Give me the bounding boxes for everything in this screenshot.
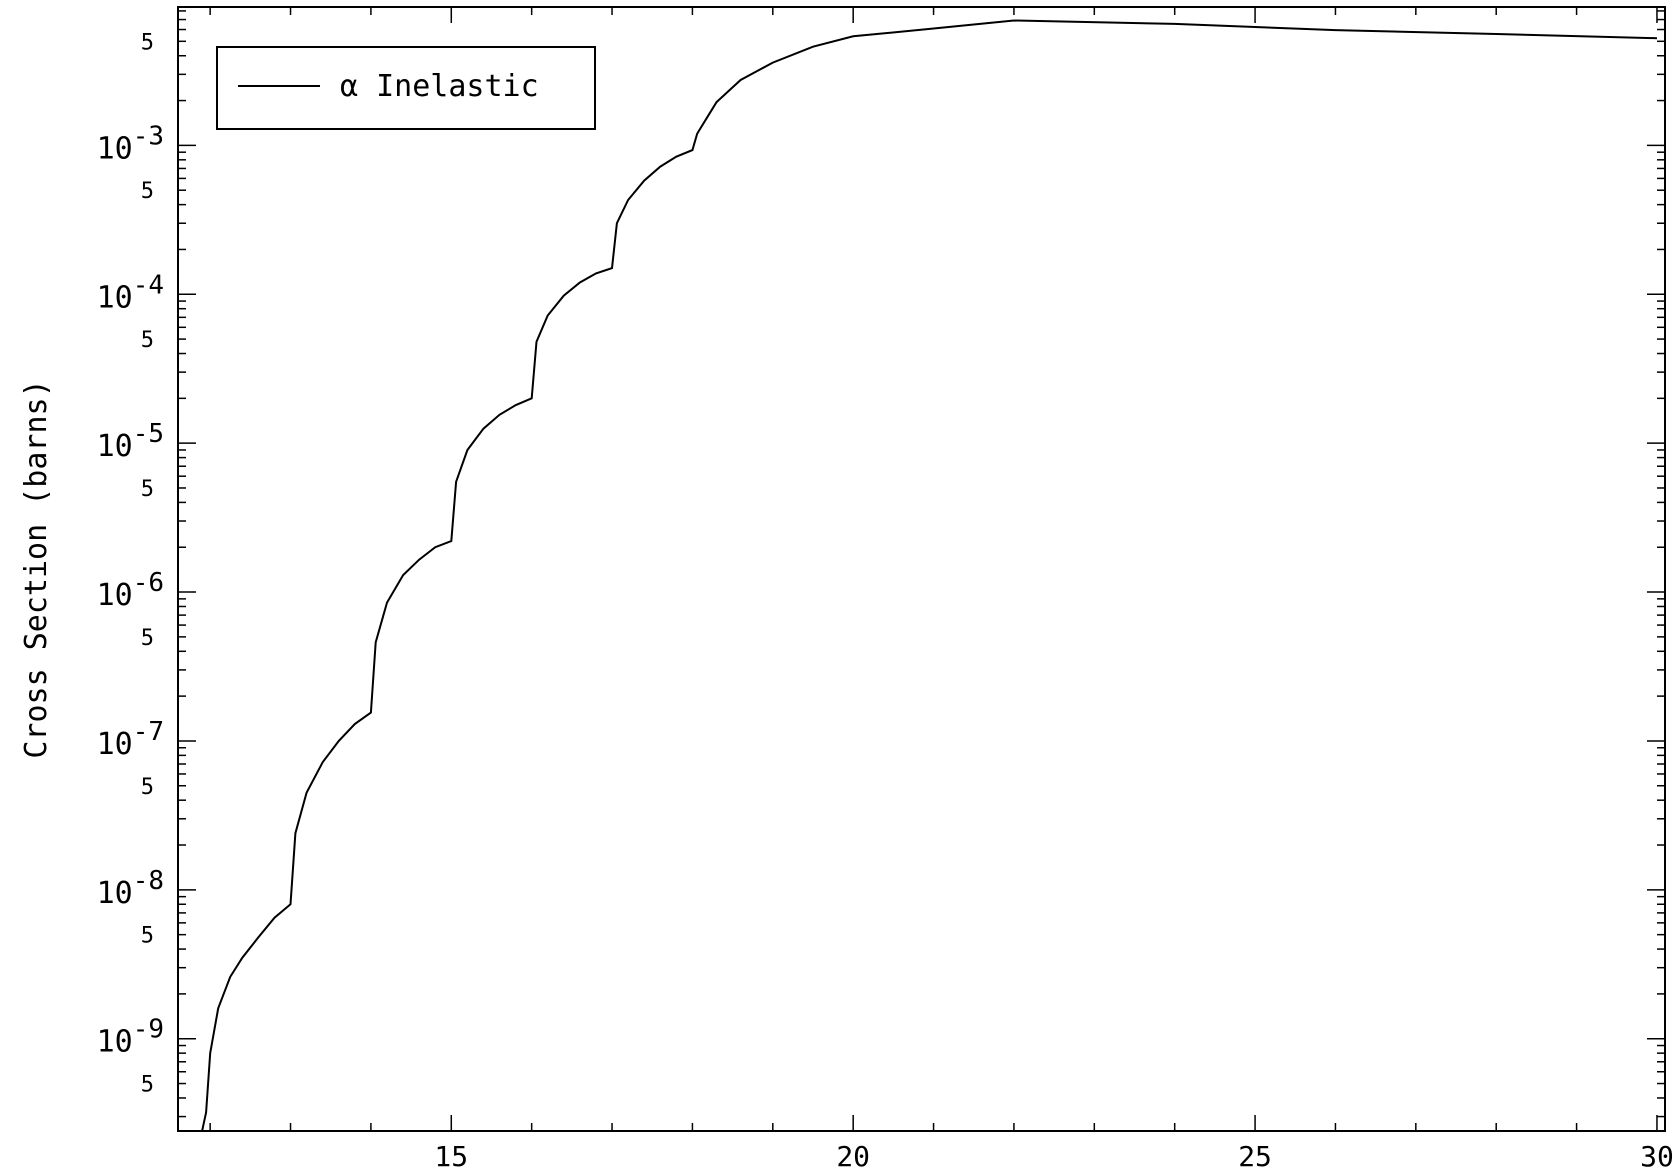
y-tick-label: 10-8 (97, 866, 164, 911)
legend-entry-alpha-inelastic: α Inelastic (340, 69, 539, 104)
y-minor-tick-label: 5 (141, 477, 154, 502)
y-tick-label: 10-4 (97, 270, 164, 315)
y-tick-label: 10-5 (97, 419, 164, 464)
y-tick-label: 10-3 (97, 121, 164, 166)
plot-frame (178, 7, 1665, 1131)
x-tick-label: 30 (1640, 1140, 1673, 1173)
tick-marks (178, 7, 1665, 1131)
y-tick-label: 10-6 (97, 568, 164, 613)
y-minor-tick-label: 5 (141, 924, 154, 949)
y-axis-label: Cross Section (barns) (19, 379, 54, 758)
y-tick-label: 10-9 (97, 1015, 164, 1060)
y-minor-tick-label: 5 (141, 775, 154, 800)
series-line-alpha-inelastic (202, 21, 1657, 1132)
y-minor-tick-label: 5 (141, 179, 154, 204)
legend: α Inelastic (217, 47, 595, 129)
tick-labels: 15 20 25 30 10-9 10-8 10-7 10-6 10-5 10-4 10-3 5 5 5 5… (97, 30, 1673, 1173)
x-tick-label: 20 (836, 1140, 870, 1173)
y-minor-tick-label: 5 (141, 626, 154, 651)
y-minor-tick-label: 5 (141, 328, 154, 353)
x-tick-label: 25 (1238, 1140, 1272, 1173)
y-minor-tick-label: 5 (141, 1073, 154, 1098)
y-tick-label: 10-7 (97, 717, 164, 762)
y-minor-tick-label: 5 (141, 30, 154, 55)
x-tick-label: 15 (434, 1140, 468, 1173)
